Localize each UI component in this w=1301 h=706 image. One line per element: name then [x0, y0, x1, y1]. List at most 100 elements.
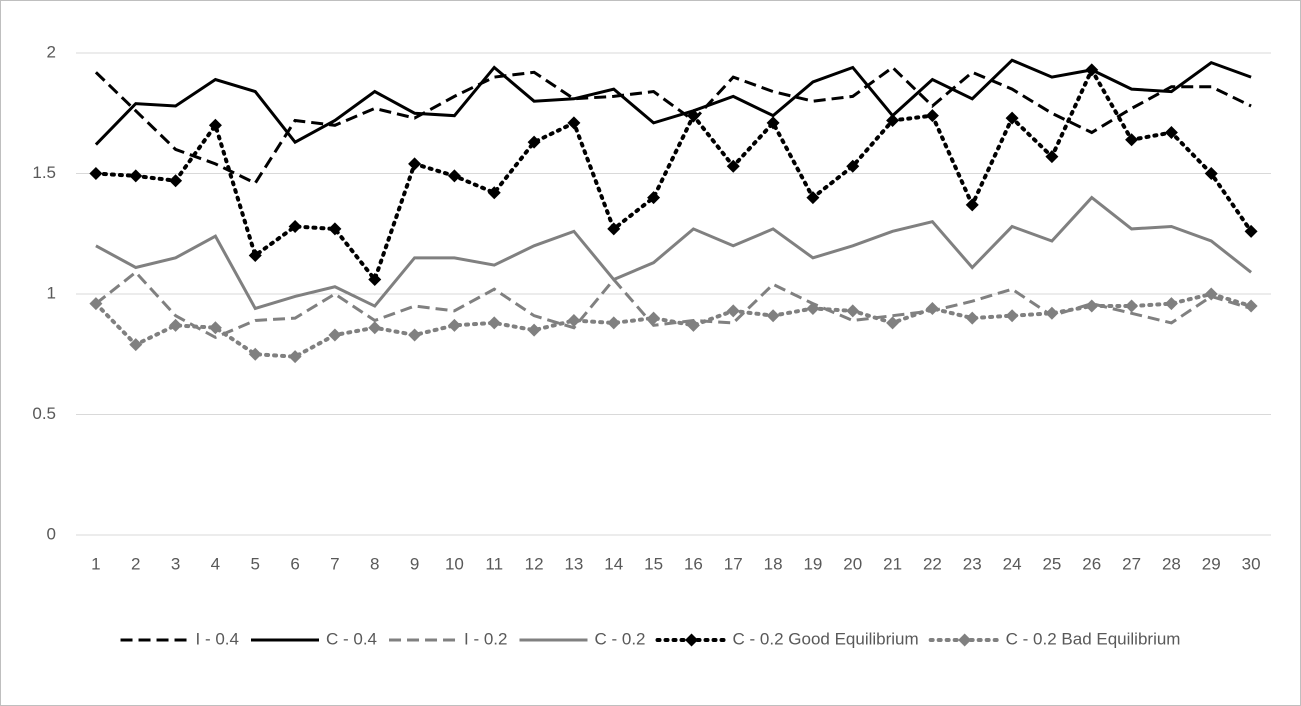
- x-tick-label: 27: [1122, 554, 1141, 573]
- point-marker: [248, 347, 262, 361]
- legend-label: I - 0.4: [196, 629, 239, 648]
- point-marker: [447, 169, 461, 183]
- x-tick-label: 18: [764, 554, 783, 573]
- point-marker: [1045, 306, 1059, 320]
- point-marker: [527, 323, 541, 337]
- x-tick-label: 21: [883, 554, 902, 573]
- x-tick-label: 30: [1242, 554, 1261, 573]
- point-marker: [886, 316, 900, 330]
- x-tick-label: 19: [803, 554, 822, 573]
- x-tick-label: 11: [485, 554, 503, 573]
- point-marker: [806, 301, 820, 315]
- x-tick-label: 9: [410, 554, 419, 573]
- point-marker: [726, 304, 740, 318]
- series-line: [93, 65, 1254, 284]
- point-marker: [1164, 126, 1178, 140]
- point-marker: [1204, 287, 1218, 301]
- point-marker: [846, 304, 860, 318]
- point-marker: [527, 135, 541, 149]
- x-tick-label: 17: [724, 554, 743, 573]
- point-marker: [1125, 133, 1139, 147]
- point-marker: [208, 118, 222, 132]
- point-marker: [248, 248, 262, 262]
- x-tick-label: 26: [1082, 554, 1101, 573]
- x-tick-label: 1: [91, 554, 100, 573]
- legend-label: C - 0.2: [594, 629, 645, 648]
- point-marker: [965, 198, 979, 212]
- point-marker: [647, 311, 661, 325]
- point-marker: [328, 328, 342, 342]
- point-marker: [208, 321, 222, 335]
- point-marker: [925, 109, 939, 123]
- series-line: [94, 58, 1252, 146]
- point-marker: [686, 318, 700, 332]
- x-tick-label: 14: [604, 554, 623, 573]
- x-tick-label: 22: [923, 554, 942, 573]
- legend-label: C - 0.4: [326, 629, 377, 648]
- point-marker: [567, 314, 581, 328]
- point-marker: [447, 318, 461, 332]
- point-marker: [766, 309, 780, 323]
- point-marker: [1085, 63, 1099, 77]
- x-tick-label: 4: [211, 554, 220, 573]
- x-tick-label: 2: [131, 554, 140, 573]
- point-marker: [1085, 299, 1099, 313]
- point-marker: [89, 167, 103, 180]
- point-marker: [1164, 297, 1178, 311]
- point-marker: [925, 301, 939, 315]
- y-tick-label: 0.5: [32, 404, 56, 423]
- point-marker: [726, 159, 740, 173]
- x-tick-label: 13: [564, 554, 583, 573]
- x-tick-label: 15: [644, 554, 663, 573]
- series-line: [93, 291, 1254, 359]
- x-tick-label: 8: [370, 554, 379, 573]
- point-marker: [647, 191, 661, 205]
- point-marker: [487, 316, 501, 330]
- legend-marker: [685, 633, 699, 647]
- point-marker: [408, 328, 422, 342]
- legend-label: I - 0.2: [464, 629, 507, 648]
- x-tick-label: 10: [445, 554, 464, 573]
- x-tick-label: 12: [525, 554, 544, 573]
- point-marker: [328, 222, 342, 236]
- x-tick-label: 16: [684, 554, 703, 573]
- point-marker: [408, 157, 422, 171]
- x-tick-label: 29: [1202, 554, 1221, 573]
- point-marker: [129, 338, 143, 352]
- point-marker: [1244, 224, 1258, 238]
- y-tick-label: 1: [47, 283, 56, 302]
- x-tick-label: 20: [843, 554, 862, 573]
- legend-item: C - 0.2 Bad Equilibrium: [928, 629, 1180, 648]
- x-tick-label: 24: [1003, 554, 1022, 573]
- point-marker: [368, 273, 382, 287]
- point-marker: [288, 350, 302, 364]
- point-marker: [607, 316, 621, 330]
- point-marker: [1244, 299, 1258, 313]
- point-marker: [89, 297, 103, 311]
- point-marker: [686, 109, 700, 123]
- legend-marker: [958, 633, 972, 647]
- point-marker: [129, 169, 143, 183]
- x-tick-label: 23: [963, 554, 982, 573]
- point-marker: [1125, 299, 1139, 313]
- point-marker: [487, 186, 501, 200]
- series-line: [95, 195, 1253, 311]
- x-tick-label: 28: [1162, 554, 1181, 573]
- legend-label: C - 0.2 Good Equilibrium: [733, 629, 919, 648]
- point-marker: [288, 220, 302, 234]
- legend-item: I - 0.2: [389, 629, 507, 648]
- legend-item: C - 0.2: [519, 629, 646, 648]
- legend-item: I - 0.4: [120, 629, 239, 648]
- y-tick-label: 1.5: [32, 163, 56, 182]
- x-tick-label: 3: [171, 554, 180, 573]
- point-marker: [806, 191, 820, 205]
- x-tick-label: 7: [330, 554, 339, 573]
- point-marker: [846, 159, 860, 173]
- point-marker: [1005, 111, 1019, 125]
- point-marker: [1005, 309, 1019, 323]
- point-marker: [567, 116, 581, 130]
- point-marker: [1204, 167, 1218, 180]
